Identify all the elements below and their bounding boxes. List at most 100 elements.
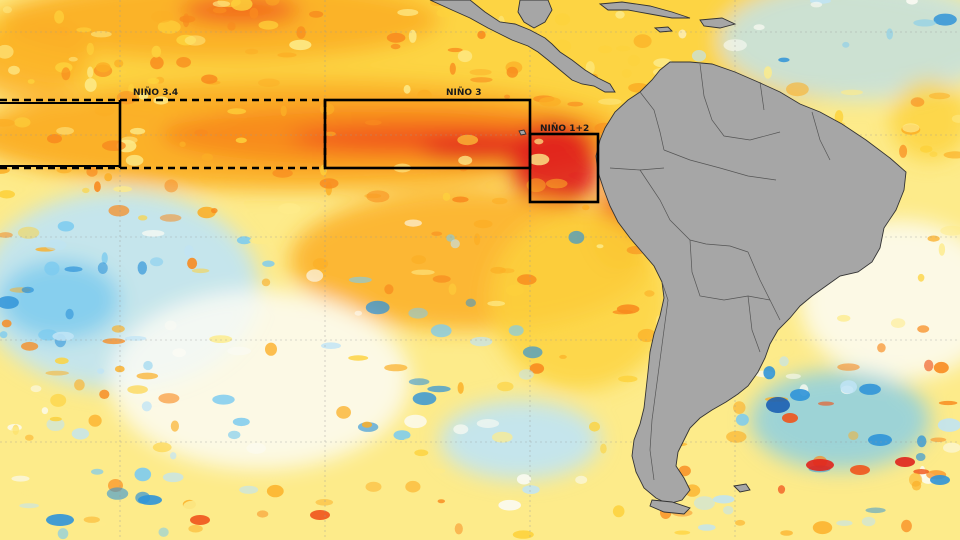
anomaly-speckle bbox=[45, 370, 69, 376]
anomaly-speckle bbox=[539, 96, 561, 107]
anomaly-speckle bbox=[693, 496, 715, 510]
anomaly-speckle bbox=[678, 29, 687, 39]
anomaly-speckle bbox=[289, 39, 312, 51]
anomaly-speckle bbox=[0, 296, 19, 309]
anomaly-speckle bbox=[458, 155, 473, 165]
anomaly-speckle bbox=[834, 110, 844, 124]
anomaly-speckle bbox=[61, 67, 71, 81]
anomaly-speckle bbox=[114, 365, 125, 373]
anomaly-speckle bbox=[408, 378, 430, 386]
anomaly-speckle bbox=[0, 190, 15, 199]
anomaly-speckle bbox=[469, 69, 492, 76]
anomaly-speckle bbox=[245, 48, 259, 55]
anomaly-speckle bbox=[8, 65, 20, 75]
south-atlantic-cool bbox=[750, 370, 930, 470]
anomaly-speckle bbox=[753, 24, 765, 31]
anomaly-speckle bbox=[52, 331, 74, 341]
anomaly-feature bbox=[766, 397, 790, 413]
anomaly-speckle bbox=[315, 499, 334, 506]
anomaly-speckle bbox=[21, 341, 39, 351]
hispaniola-island bbox=[699, 17, 737, 29]
anomaly-speckle bbox=[612, 505, 625, 518]
anomaly-speckle bbox=[414, 449, 429, 457]
anomaly-speckle bbox=[361, 421, 373, 428]
anomaly-speckle bbox=[191, 268, 210, 274]
anomaly-speckle bbox=[76, 27, 92, 33]
anomaly-speckle bbox=[877, 343, 886, 353]
anomaly-speckle bbox=[272, 168, 293, 178]
anomaly-speckle bbox=[336, 406, 351, 419]
anomaly-speckle bbox=[27, 79, 35, 84]
anomaly-speckle bbox=[97, 262, 108, 274]
anomaly-speckle bbox=[559, 354, 567, 359]
anomaly-speckle bbox=[453, 424, 469, 435]
anomaly-speckle bbox=[430, 324, 452, 338]
anomaly-speckle bbox=[143, 360, 153, 371]
anomaly-speckle bbox=[151, 45, 162, 58]
anomaly-speckle bbox=[65, 308, 74, 320]
anomaly-speckle bbox=[506, 66, 518, 78]
anomaly-speckle bbox=[201, 153, 213, 161]
anomaly-speckle bbox=[227, 346, 252, 356]
anomaly-speckle bbox=[859, 383, 881, 395]
anomaly-speckle bbox=[408, 307, 428, 319]
anomaly-speckle bbox=[840, 89, 863, 96]
anomaly-speckle bbox=[147, 77, 160, 84]
anomaly-speckle bbox=[437, 499, 445, 504]
anomaly-speckle bbox=[306, 269, 324, 282]
anomaly-speckle bbox=[183, 500, 204, 512]
anomaly-speckle bbox=[712, 495, 735, 504]
anomaly-speckle bbox=[68, 56, 78, 62]
anomaly-speckle bbox=[450, 239, 460, 249]
southeast-yellow bbox=[490, 210, 670, 390]
anomaly-speckle bbox=[194, 129, 208, 137]
anomaly-speckle bbox=[152, 442, 172, 453]
anomaly-speckle bbox=[582, 204, 590, 211]
anomaly-feature bbox=[868, 434, 892, 446]
anomaly-speckle bbox=[585, 61, 595, 75]
anomaly-speckle bbox=[498, 499, 521, 511]
anomaly-speckle bbox=[113, 186, 133, 193]
anomaly-speckle bbox=[158, 527, 169, 537]
south-america-landmass bbox=[595, 61, 907, 505]
anomaly-speckle bbox=[249, 7, 259, 19]
anomaly-speckle bbox=[57, 221, 75, 232]
anomaly-speckle bbox=[915, 453, 926, 461]
anomaly-speckle bbox=[384, 364, 408, 372]
anomaly-speckle bbox=[366, 190, 390, 203]
anomaly-speckle bbox=[44, 261, 60, 276]
north-amber-patch bbox=[0, 0, 440, 60]
anomaly-speckle bbox=[842, 41, 850, 48]
galapagos-islands bbox=[518, 129, 527, 136]
anomaly-speckle bbox=[442, 192, 451, 201]
anomaly-speckle bbox=[937, 418, 960, 432]
anomaly-speckle bbox=[86, 42, 95, 56]
anomaly-speckle bbox=[735, 413, 749, 426]
anomaly-speckle bbox=[518, 369, 534, 380]
anomaly-speckle bbox=[170, 452, 177, 460]
anomaly-speckle bbox=[82, 187, 90, 194]
anomaly-speckle bbox=[412, 392, 437, 406]
anomaly-speckle bbox=[902, 123, 920, 133]
anomaly-speckle bbox=[84, 78, 97, 92]
central-america-landmass bbox=[429, 0, 616, 93]
anomaly-speckle bbox=[212, 394, 235, 405]
tierra-del-fuego bbox=[649, 499, 691, 515]
anomaly-speckle bbox=[348, 276, 372, 284]
anomaly-speckle bbox=[157, 20, 181, 34]
anomaly-speckle bbox=[427, 385, 451, 393]
anomaly-speckle bbox=[644, 290, 655, 297]
anomaly-speckle bbox=[256, 510, 269, 518]
anomaly-feature bbox=[895, 457, 915, 467]
anomaly-speckle bbox=[57, 26, 70, 36]
anomaly-speckle bbox=[567, 101, 584, 107]
anomaly-speckle bbox=[104, 173, 113, 182]
landmass bbox=[429, 0, 907, 515]
anomaly-speckle bbox=[176, 57, 192, 68]
anomaly-speckle bbox=[497, 381, 514, 392]
anomaly-speckle bbox=[457, 134, 479, 146]
anomaly-feature bbox=[190, 515, 210, 525]
anomaly-speckle bbox=[786, 82, 809, 97]
anomaly-speckle bbox=[228, 430, 241, 440]
anomaly-speckle bbox=[14, 117, 31, 128]
